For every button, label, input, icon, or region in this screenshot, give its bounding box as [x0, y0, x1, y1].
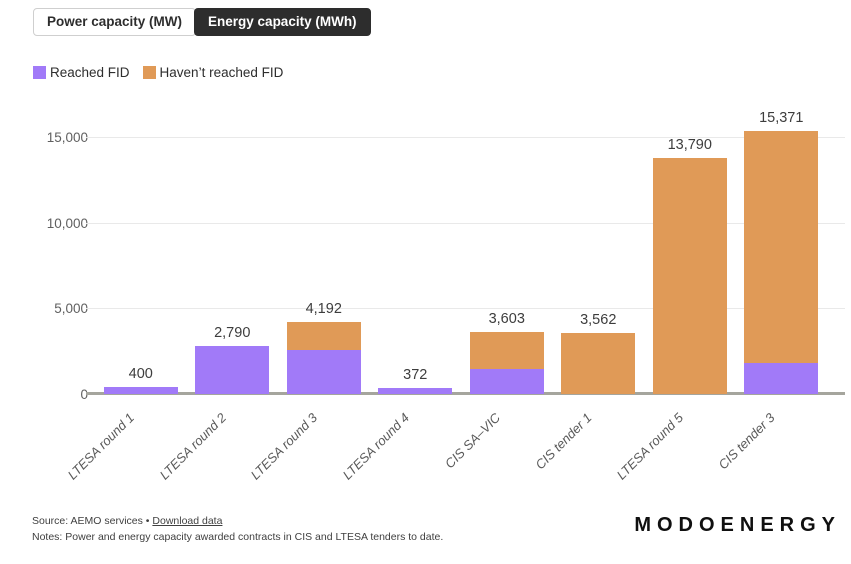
y-tick-label: 0: [80, 387, 88, 402]
legend-swatch-havent-reached-fid: [142, 66, 156, 79]
gridline: [86, 308, 845, 310]
gridline: [86, 136, 845, 138]
x-axis-label: LTESA round 4: [339, 410, 412, 483]
x-axis-label: CIS SA–VIC: [442, 410, 504, 472]
bar-segment-havent-reached-fid: [652, 157, 727, 394]
legend-label-havent-reached-fid: Haven’t reached FID: [159, 65, 284, 80]
x-axis-label: LTESA round 1: [64, 410, 138, 483]
modo-energy-logo: MODOENERGY: [634, 514, 841, 536]
bar-segment-havent-reached-fid: [744, 130, 819, 363]
bar-value-label: 2,790: [214, 325, 251, 342]
bar-segment-havent-reached-fid: [469, 332, 544, 369]
capacity-toggle-tabs: Power capacity (MW) Energy capacity (MWh…: [33, 8, 371, 36]
bar-value-label: 15,371: [759, 109, 804, 126]
source-line: Source: AEMO services • Download data: [32, 513, 443, 529]
bar-segment-reached-fid: [469, 368, 544, 394]
download-data-link[interactable]: Download data: [152, 515, 223, 527]
legend-item-havent-reached-fid[interactable]: Haven’t reached FID: [142, 65, 284, 80]
tab-power-capacity[interactable]: Power capacity (MW): [33, 8, 197, 36]
bar-segment-reached-fid: [744, 362, 819, 394]
bar-value-label: 372: [403, 366, 428, 383]
legend-label-reached-fid: Reached FID: [50, 65, 130, 80]
x-axis-label: CIS tender 3: [715, 410, 778, 473]
bar-segment-reached-fid: [195, 346, 270, 394]
bar-value-label: 13,790: [667, 136, 712, 153]
y-tick-label: 5,000: [54, 301, 88, 317]
bar-segment-reached-fid: [103, 387, 178, 394]
y-tick-label: 15,000: [46, 129, 88, 145]
x-axis-label: LTESA round 5: [613, 410, 687, 483]
footer: Source: AEMO services • Download data No…: [32, 513, 443, 545]
x-axis-label: LTESA round 3: [247, 410, 321, 483]
legend-item-reached-fid[interactable]: Reached FID: [33, 65, 130, 80]
x-axis-line: [86, 392, 845, 395]
y-axis-tick-labels: 0 5,000 10,000 15,000: [20, 124, 88, 402]
bar-segment-havent-reached-fid: [561, 332, 636, 394]
bar-value-label: 3,562: [580, 311, 617, 328]
bar-segment-reached-fid: [378, 387, 453, 394]
bar-value-label: 3,603: [488, 311, 525, 328]
notes-line: Notes: Power and energy capacity awarded…: [32, 531, 444, 543]
bar-segment-reached-fid: [286, 349, 361, 394]
bar-segment-havent-reached-fid: [286, 322, 361, 350]
plot-area: 400 LTESA round 1 2,790 LTESA round 2 4,192 L…: [65, 110, 845, 482]
bar-value-label: 400: [128, 366, 153, 383]
gridline: [86, 222, 845, 224]
source-text: Source: AEMO services •: [32, 515, 153, 527]
x-axis-label: LTESA round 2: [156, 410, 229, 483]
tab-energy-capacity[interactable]: Energy capacity (MWh): [194, 8, 371, 36]
bar-value-label: 4,192: [305, 301, 342, 318]
legend: Reached FID Haven’t reached FID: [33, 65, 283, 80]
y-tick-label: 10,000: [46, 215, 88, 231]
legend-swatch-reached-fid: [33, 66, 46, 79]
x-axis-label: CIS tender 1: [532, 410, 595, 473]
